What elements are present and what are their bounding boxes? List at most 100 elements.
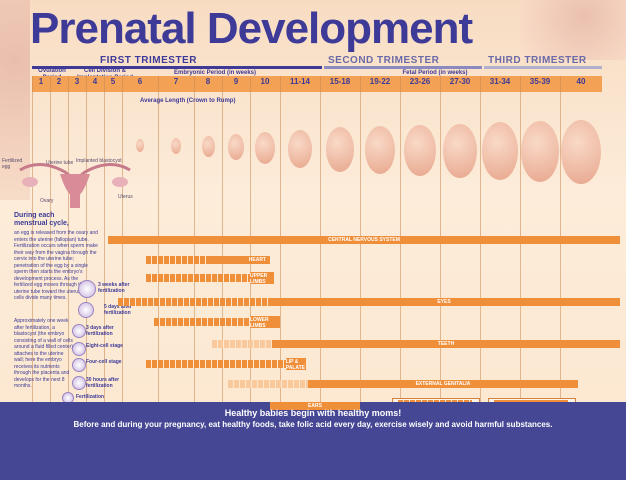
footer-headline: Healthy babies begin with healthy moms! [224,408,402,418]
cell-icon [72,342,86,356]
intro-paragraph-2: Approximately one week after fertilizati… [14,318,73,389]
stage-3-days: 3 days after fertilization [86,325,114,337]
trimester-second: SECOND TRIMESTER [328,55,440,66]
label-ovary: Ovary [40,198,54,204]
average-length-label: Average Length (Crown to Rump) [140,98,236,104]
bar-lip-critical [146,360,286,368]
week-header-row [32,76,602,92]
uterus-illustration [19,163,131,208]
period-fetal: Fetal Period (in weeks) [402,70,468,76]
week-label: 7 [173,77,179,86]
bar-label: LOWER LIMBS [250,317,269,329]
stage-four-cell: Four-cell stage [86,359,122,365]
period-embryonic: Embryonic Period (in weeks) [173,70,257,76]
bar-label: LIP & PALATE [285,359,305,371]
bar-label: TEETH [437,341,455,347]
bar-label: EYES [437,299,451,305]
week-label: 15-18 [329,77,351,86]
week-label: 40 [576,77,586,86]
trimester-first: FIRST TRIMESTER [100,55,197,66]
intro-heading-line: menstrual cycle, [14,220,69,227]
week-gridline [50,76,51,402]
stage-fertilization: Fertilization [76,394,105,400]
bar-upper-limbs-critical [146,274,250,282]
week-label: 2 [56,77,62,86]
intro-heading: During each menstrual cycle, [14,212,69,228]
bar-label: CENTRAL NERVOUS SYSTEM [328,237,400,243]
week-label: 3 [74,77,80,86]
fetus-icon [561,120,601,184]
stage-5-days: 5 days after fertilization [104,304,132,316]
cell-icon [72,376,86,390]
week-label: 23-26 [409,77,431,86]
bar-label: EXTERNAL GENITALIA [415,381,471,387]
trimester-divider [324,66,482,69]
bar-lower-limbs-critical [154,318,250,326]
week-label: 4 [92,77,98,86]
bar-heart: HEART [210,256,270,264]
bar-upper-limbs: UPPER LIMBS [250,272,274,285]
bar-label: EARS [308,403,322,409]
bar-teeth: TEETH [272,340,620,348]
trimester-third: THIRD TRIMESTER [488,55,587,66]
fetus-icon [326,127,354,172]
week-label: 19-22 [369,77,391,86]
cell-icon [72,358,86,372]
bar-genitalia-critical [228,380,308,388]
week-label: 35-39 [529,77,551,86]
bar-teeth-critical [212,340,272,348]
stage-3-weeks: 3 weeks after fertilization [98,282,130,294]
bar-ears: EARS [270,402,360,410]
week-label: 27-30 [449,77,471,86]
background-decoration [520,0,626,60]
footer-banner [0,402,626,480]
label-uterus: Uterus [118,194,133,200]
fetus-icon [228,134,244,160]
intro-heading-line: During each [14,212,55,219]
week-label: 8 [205,77,211,86]
trimester-divider [484,66,602,69]
fetus-icon [482,122,518,180]
week-gridline [86,76,87,402]
week-label: 31-34 [489,77,511,86]
trimester-divider [32,66,322,69]
bar-eyes: EYES [268,298,620,306]
week-label: 10 [260,77,270,86]
bar-cns: CENTRAL NERVOUS SYSTEM [108,236,620,244]
fetus-icon [171,138,181,154]
fetus-icon [443,123,477,178]
label-fertilized-egg: Fertilized egg [2,158,23,170]
bar-label: HEART [248,257,266,263]
bar-lower-limbs: LOWER LIMBS [250,316,280,329]
week-label: 9 [233,77,239,86]
bar-heart-critical [146,256,256,264]
intro-paragraph-1: an egg is released from the ovary and en… [14,230,98,301]
week-label: 6 [137,77,143,86]
fetus-icon [365,126,395,174]
page-title: Prenatal Development [30,4,473,53]
label-uterine-tube: Uterine tube [46,160,74,166]
week-gridline [104,76,105,402]
fetus-icon [136,139,144,152]
bar-label: UPPER LIMBS [250,273,268,285]
fetus-icon [288,129,312,168]
bar-external-genitalia: EXTERNAL GENITALIA [308,380,578,388]
week-label: 1 [38,77,44,86]
week-gridline [32,76,33,402]
stage-30-hours: 30 hours after fertilization [86,377,120,389]
fetus-icon [521,121,559,182]
week-label: 11-14 [289,77,311,86]
cell-icon [72,324,86,338]
bar-lip-palate: LIP & PALATE [285,358,306,371]
cell-icon [78,280,96,298]
footer-subline: Before and during your pregnancy, eat he… [73,420,553,429]
fetus-icon [201,136,215,157]
fetus-icon [255,132,275,164]
fetus-icon [404,124,436,176]
week-label: 5 [110,77,116,86]
week-gridline [68,76,69,402]
stage-eight-cell: Eight-cell stage [86,343,123,349]
label-implanted-blastocyst: Implanted blastocyst [76,158,122,164]
bar-eyes-critical [118,298,268,306]
